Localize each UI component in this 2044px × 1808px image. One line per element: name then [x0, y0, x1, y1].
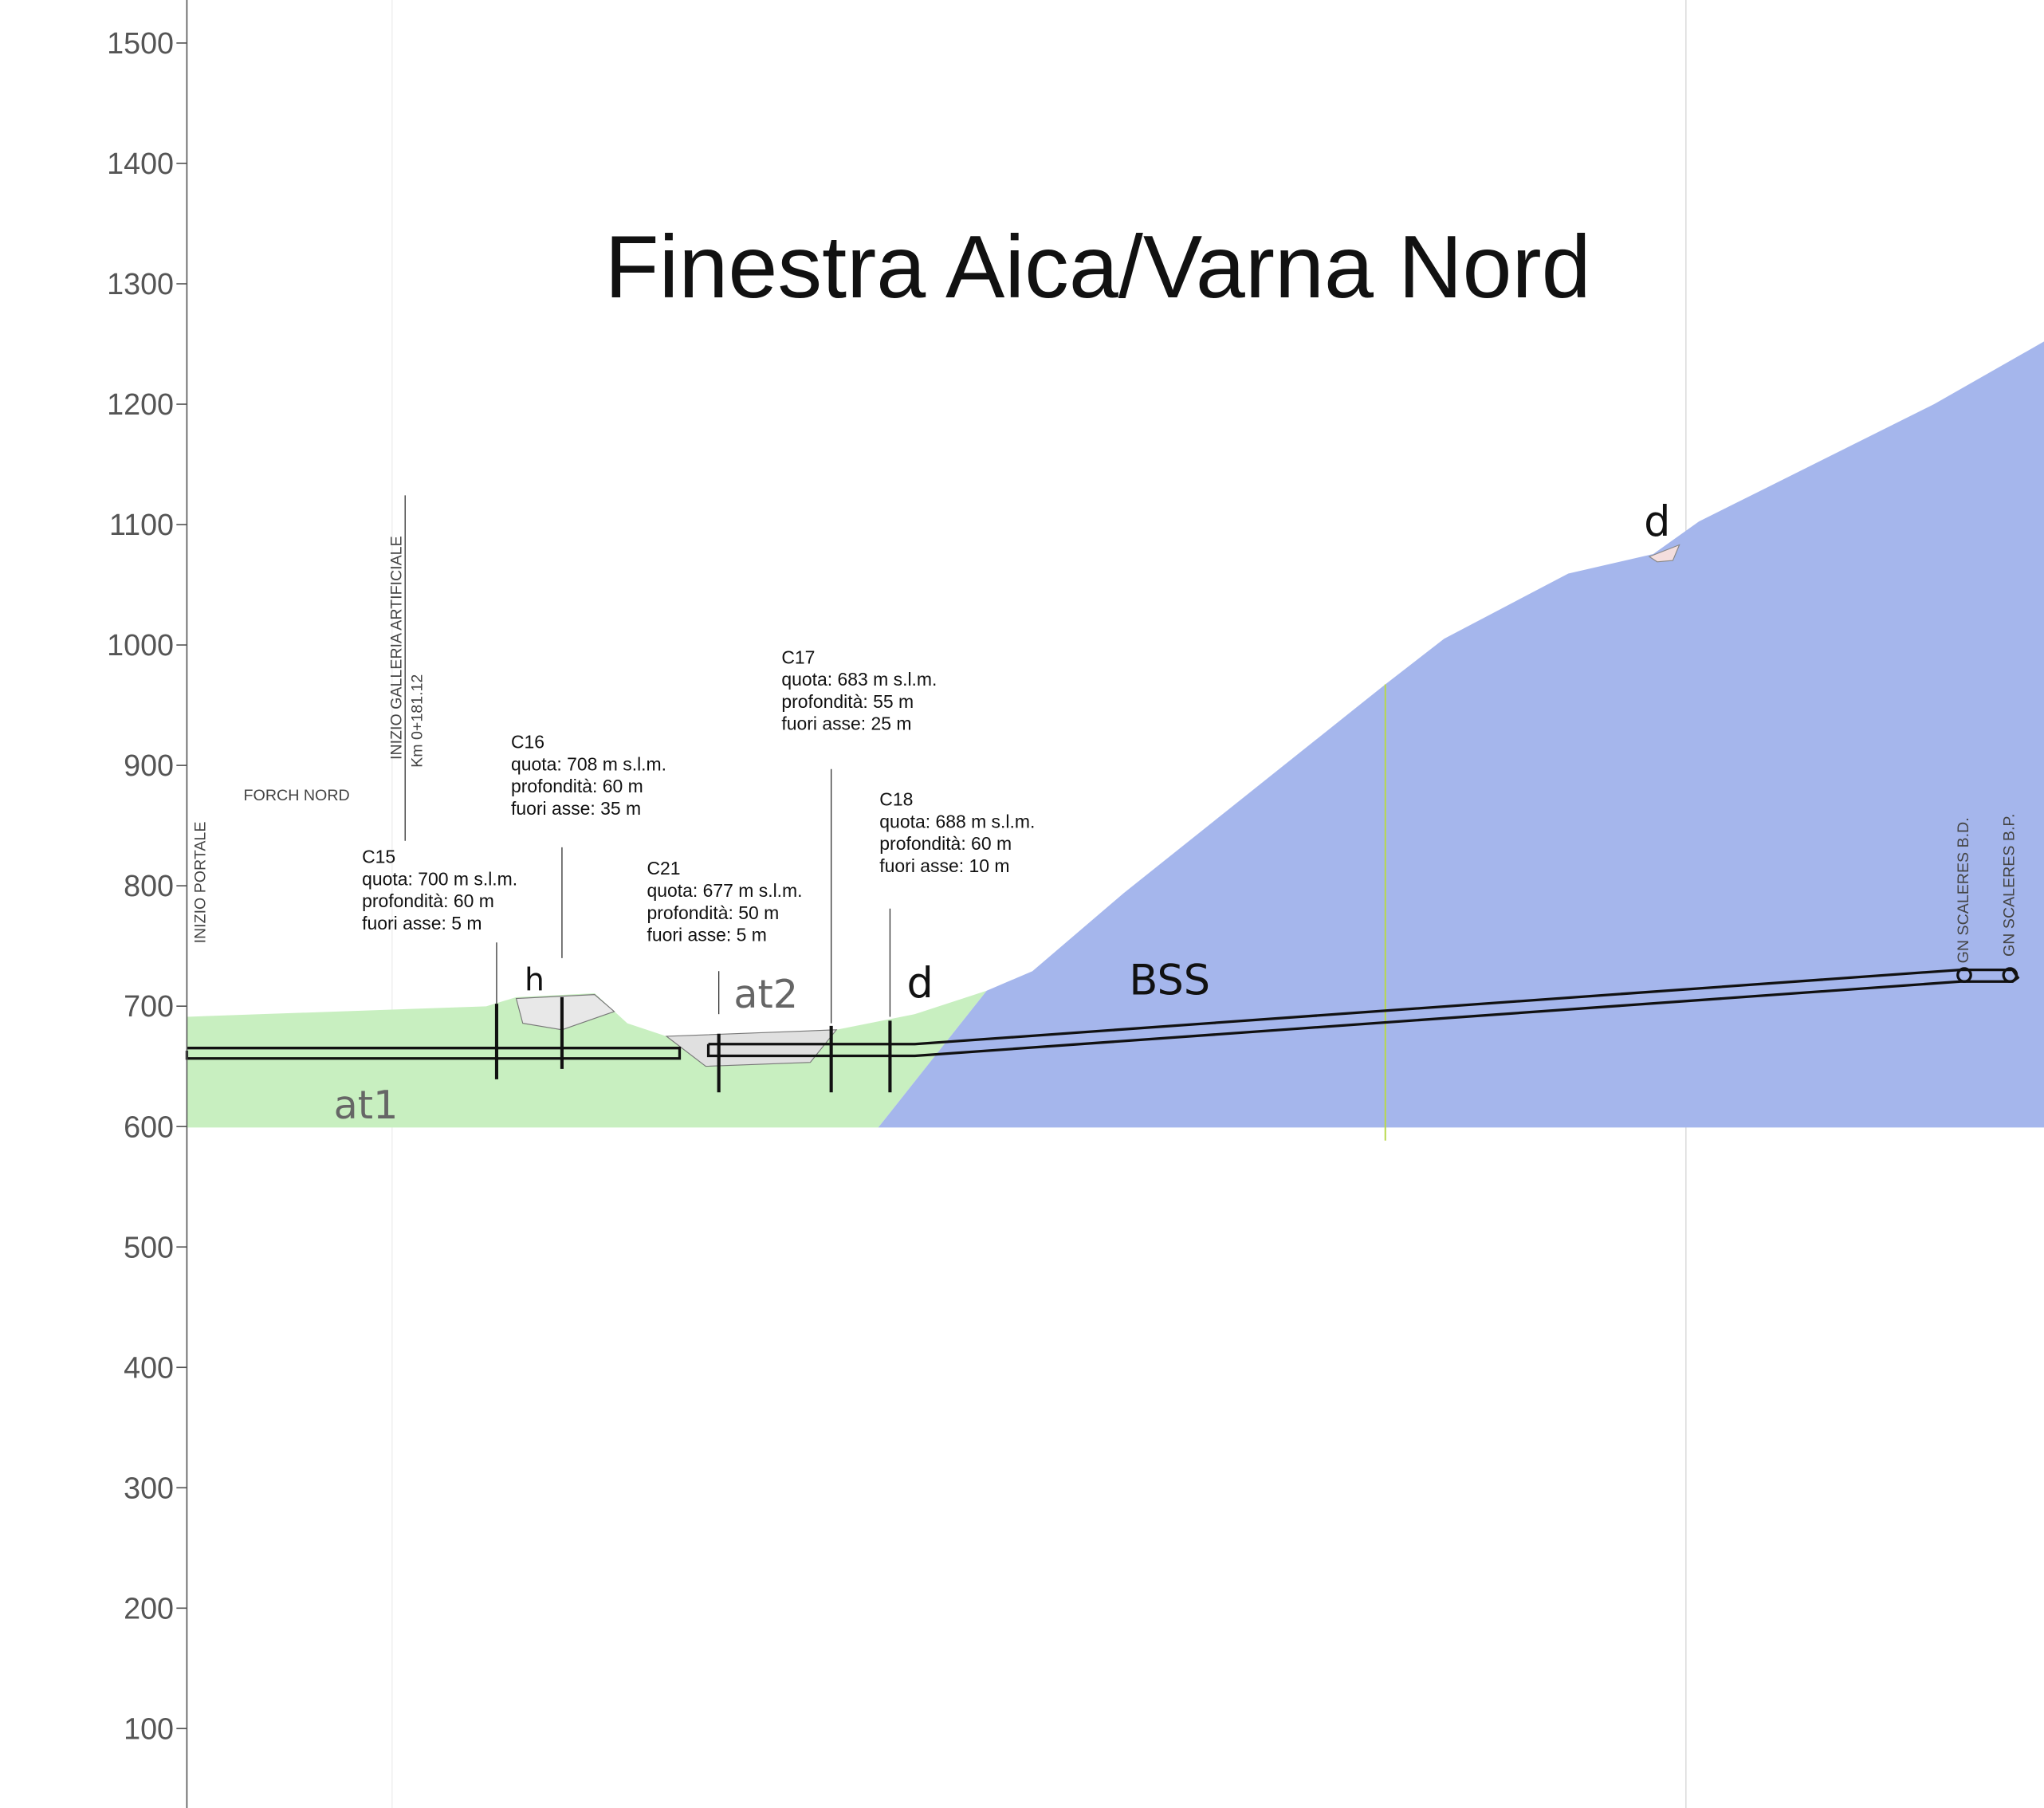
borehole-info: quota: 677 m s.l.m.	[647, 880, 802, 901]
borehole-info: fuori asse: 10 m	[879, 855, 1009, 876]
tick-label: 1200	[107, 387, 174, 421]
tick-label: 1000	[107, 628, 174, 662]
tick-label: 1500	[107, 26, 174, 60]
label: INIZIO PORTALE	[191, 822, 209, 944]
borehole-info: profondità: 60 m	[511, 776, 643, 796]
tick-label: 700	[124, 989, 174, 1023]
tick-label: 1100	[109, 508, 174, 541]
borehole-name: C17	[781, 647, 815, 667]
borehole-name: C16	[511, 732, 544, 753]
borehole-info: fuori asse: 25 m	[781, 713, 911, 734]
title: Finestra Aica/Varna Nord	[605, 217, 1591, 316]
borehole-info: profondità: 60 m	[879, 833, 1012, 854]
label: INIZIO GALLERIA ARTIFICIALE	[387, 536, 405, 760]
unit-label: BSS	[1129, 957, 1210, 1005]
borehole-info: fuori asse: 5 m	[362, 913, 482, 933]
unit-label: at2	[733, 971, 798, 1017]
borehole-info: fuori asse: 35 m	[511, 798, 641, 819]
borehole-info: quota: 708 m s.l.m.	[511, 753, 666, 774]
borehole-info: profondità: 55 m	[781, 691, 914, 712]
tick-label: 600	[124, 1110, 174, 1143]
unit-label: d	[1644, 497, 1670, 546]
borehole-info: quota: 683 m s.l.m.	[781, 669, 937, 690]
d-deposit	[1648, 544, 1680, 563]
borehole-info: fuori asse: 5 m	[647, 925, 766, 945]
tick-label: 1400	[107, 147, 174, 180]
tick-label: 200	[124, 1591, 174, 1625]
label: Km 0+181.12	[408, 674, 426, 768]
bedrock	[878, 341, 2044, 1128]
unit-label: d	[906, 959, 933, 1008]
tick-label: 500	[124, 1230, 174, 1264]
tick-label: 100	[124, 1712, 174, 1745]
tick-label: 400	[124, 1350, 174, 1384]
tick-label: 1300	[107, 267, 174, 301]
borehole-name: C21	[647, 858, 680, 878]
label: FORCH NORD	[244, 787, 350, 804]
borehole-info: quota: 688 m s.l.m.	[879, 811, 1035, 831]
borehole-info: profondità: 50 m	[647, 902, 779, 923]
unit-label: h	[525, 963, 544, 999]
pointer-lines	[404, 495, 891, 1024]
tick-label: 900	[124, 749, 174, 782]
borehole-info: profondità: 60 m	[362, 890, 494, 911]
unit-label: at1	[334, 1082, 399, 1128]
tick-label: 300	[124, 1471, 174, 1504]
borehole-info: quota: 700 m s.l.m.	[362, 868, 517, 889]
borehole-name: C15	[362, 847, 395, 867]
label: GN SCALERES B.D.	[1955, 817, 1972, 963]
tick-label: 800	[124, 869, 174, 902]
borehole-name: C18	[879, 789, 913, 810]
at2-deposit	[665, 1029, 838, 1067]
boreholes	[494, 996, 892, 1093]
label: GN SCALERES B.P.	[2000, 814, 2018, 957]
h-deposit	[515, 994, 615, 1031]
